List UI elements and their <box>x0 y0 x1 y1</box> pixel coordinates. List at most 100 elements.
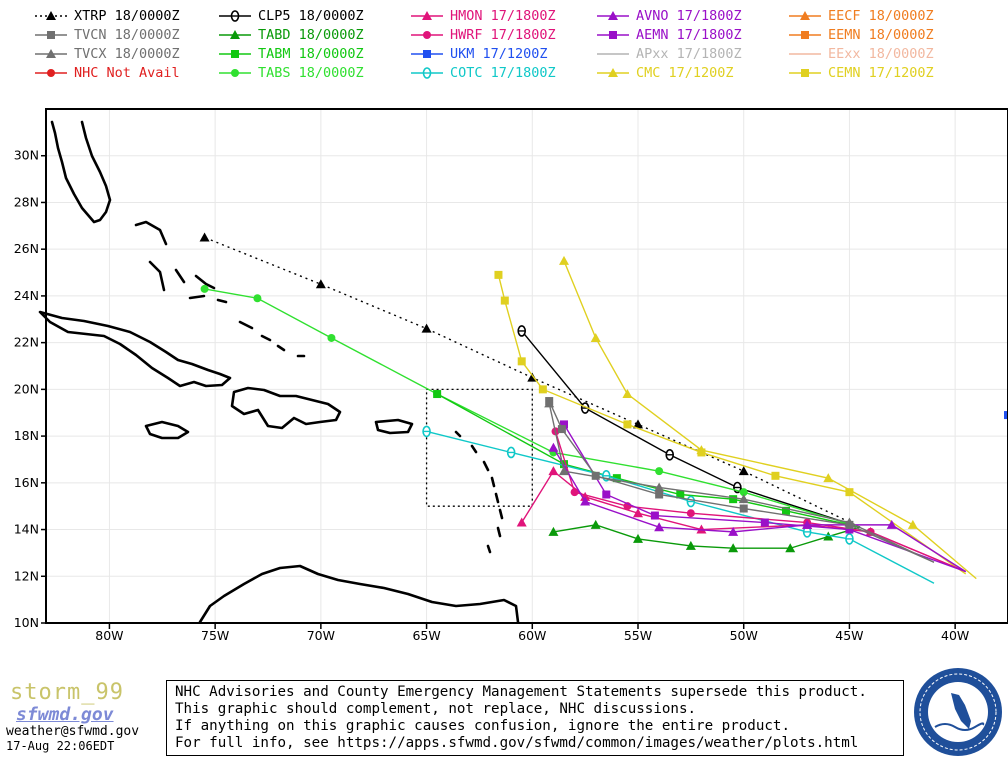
track-tvcx <box>544 398 935 563</box>
lon-label: 55W <box>624 628 652 643</box>
track-point <box>655 490 664 499</box>
lat-label: 22N <box>14 335 39 350</box>
track-point <box>623 420 632 429</box>
storm-track-map: 80W 75W 70W 65W 60W 55W 50W 45W 40W 30N 28N 26N 24N 2… <box>0 80 1008 680</box>
track-point <box>665 448 675 461</box>
legend-label: CLP5 18/0000Z <box>258 8 364 24</box>
track-point <box>559 255 569 265</box>
legend-entry-eecf: EECF 18/0000Z <box>788 8 934 24</box>
lat-label: 12N <box>14 568 39 583</box>
map-background <box>0 80 1008 680</box>
legend-label: XTRP 18/0000Z <box>74 8 180 24</box>
track-point <box>654 482 665 492</box>
track-point <box>907 519 918 529</box>
seal-water-wave-icon <box>934 722 985 731</box>
legend-label: UKM 17/1200Z <box>450 46 548 62</box>
legend-entry-hwrf: HWRF 17/1800Z <box>410 27 556 43</box>
track-point <box>886 519 897 529</box>
track-xtrp <box>199 232 861 528</box>
track-point <box>686 495 696 508</box>
disclaimer-line: NHC Advisories and County Emergency Mana… <box>175 684 867 700</box>
legend-marker-tri <box>46 49 56 58</box>
legend-marker-theta <box>230 10 240 22</box>
disclaimer-url-line[interactable]: For full info, see https://apps.sfwmd.go… <box>175 735 859 751</box>
track-point <box>433 390 442 399</box>
legend-marker-tri <box>608 68 618 77</box>
lon-label: 50W <box>730 628 758 643</box>
lon-label: 75W <box>201 628 229 643</box>
track-point <box>580 496 591 506</box>
track-point <box>697 448 706 457</box>
lon-label: 60W <box>518 628 546 643</box>
legend-swatch <box>411 50 443 58</box>
legend-entry-eemn: EEMN 18/0000Z <box>788 27 934 43</box>
track-point <box>729 495 738 504</box>
jamaica-coast <box>144 420 190 440</box>
lon-label: 80W <box>95 628 123 643</box>
legend-entry-tabd: TABD 18/0000Z <box>218 27 364 43</box>
coastlines <box>38 120 520 624</box>
legend-swatch <box>411 11 443 20</box>
lat-label: 10N <box>14 615 39 630</box>
disclaimer-line: If anything on this graphic causes confu… <box>175 718 790 734</box>
legend-entry-nhc: NHC Not Avail <box>34 65 180 81</box>
legend-swatch <box>35 69 67 77</box>
legend-swatch <box>789 53 821 55</box>
legend-swatch <box>597 31 629 39</box>
track-point <box>494 270 503 279</box>
bahamas <box>134 220 306 358</box>
track-point <box>686 509 695 518</box>
lat-label: 28N <box>14 194 39 209</box>
legend-label: EEMN 18/0000Z <box>828 27 934 43</box>
map-frame <box>45 108 1008 624</box>
track-cemn <box>494 270 967 575</box>
track-point <box>696 524 707 534</box>
track-tabd <box>548 519 861 553</box>
lat-label: 30N <box>14 148 39 163</box>
track-point <box>728 543 739 553</box>
legend-label: EExx 18/0000Z <box>828 46 934 62</box>
legend-label: TABM 18/0000Z <box>258 46 364 62</box>
legend-label: EECF 18/0000Z <box>828 8 934 24</box>
track-point <box>650 511 659 520</box>
legend-label: AVNO 17/1800Z <box>636 8 742 24</box>
legend-marker-tri <box>230 30 240 39</box>
legend-swatch <box>411 67 443 79</box>
legend-swatch <box>411 31 443 39</box>
legend-marker-sq <box>801 31 809 39</box>
legend-label: AEMN 17/1800Z <box>636 27 742 43</box>
legend-marker-tri <box>608 11 618 20</box>
track-point <box>253 294 262 303</box>
track-point <box>570 488 579 497</box>
axis-labels: 80W 75W 70W 65W 60W 55W 50W 45W 40W 30N 28N 26N 24N 2… <box>14 148 970 643</box>
legend-entry-hmon: HMON 17/1800Z <box>410 8 556 24</box>
lon-label: 65W <box>412 628 440 643</box>
legend-entry-tvcx: TVCX 18/0000Z <box>34 46 180 62</box>
lat-label: 24N <box>14 288 39 303</box>
track-point <box>315 279 326 289</box>
disclaimer-line: This graphic should complement, not repl… <box>175 701 697 717</box>
lon-label: 40W <box>941 628 969 643</box>
legend-swatch <box>219 69 251 77</box>
track-clp5 <box>517 325 861 528</box>
track-line <box>563 424 966 573</box>
track-point <box>560 460 568 469</box>
model-tracks <box>199 232 1008 584</box>
legend-swatch <box>35 31 67 39</box>
track-point <box>1004 411 1008 420</box>
track-line <box>548 403 935 563</box>
legend-marker-sq <box>801 69 809 77</box>
area-of-interest-box <box>425 388 533 507</box>
track-point <box>544 398 555 408</box>
legend-swatch <box>35 49 67 58</box>
legend-marker-sq <box>231 50 239 58</box>
legend-marker-circ <box>231 69 239 77</box>
track-point <box>633 508 643 518</box>
legend-swatch <box>219 30 251 39</box>
lat-label: 16N <box>14 475 39 490</box>
track-point <box>200 284 209 293</box>
hispaniola-coast <box>230 386 342 430</box>
track-point <box>633 533 643 543</box>
legend-entry-cmc: CMC 17/1200Z <box>596 65 734 81</box>
track-point <box>739 504 748 513</box>
